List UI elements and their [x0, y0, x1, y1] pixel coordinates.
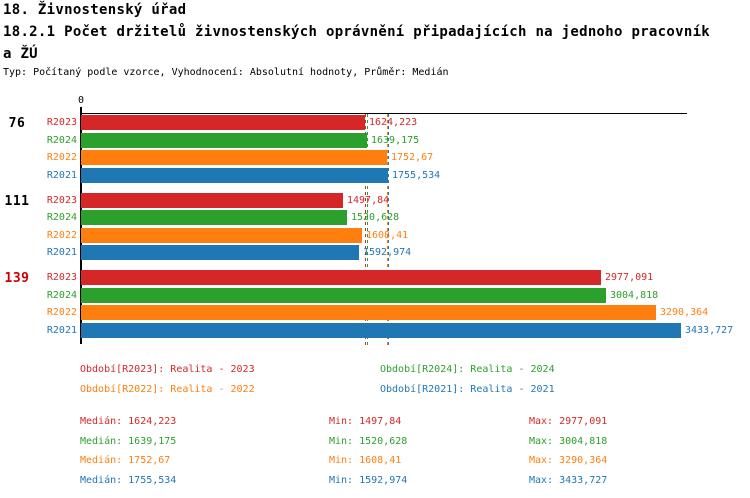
legend-item-r2021: Období[R2021]: Realita - 2021 — [380, 384, 555, 395]
bar-r2024 — [81, 287, 606, 303]
median-line-r2023 — [365, 114, 366, 348]
stat-median-r2023: Medián: 1624,223 — [80, 416, 177, 427]
bar-value-label: 1624,223 — [369, 117, 418, 128]
bar-value-label: 1520,628 — [351, 212, 400, 223]
bar-r2021 — [81, 245, 359, 260]
bar-value-label: 1608,41 — [366, 229, 409, 241]
bar-value-label: 1755,534 — [392, 169, 441, 181]
series-label-r2023: R2023 — [46, 272, 77, 283]
axis-zero-label: 0 — [77, 95, 85, 106]
bar-value-label: 2977,091 — [605, 272, 654, 283]
bar-value-label: 3004,818 — [610, 289, 659, 301]
bar-value-label: 1592,974 — [363, 247, 412, 258]
median-line-r2022 — [387, 114, 388, 348]
bar-r2023 — [81, 270, 601, 285]
stat-min-r2021: Min: 1592,974 — [329, 475, 408, 486]
report-title-wrap: a ŽÚ — [3, 46, 38, 62]
bar-value-label: 3290,364 — [660, 307, 709, 318]
stat-max-r2023: Max: 2977,091 — [529, 416, 608, 427]
series-label-r2022: R2022 — [46, 229, 77, 241]
bar-value-label: 3433,727 — [685, 324, 734, 336]
bar-r2022 — [81, 150, 387, 165]
series-label-r2024: R2024 — [46, 289, 77, 301]
x-axis-line — [80, 113, 687, 114]
bar-r2022 — [81, 305, 656, 320]
legend-item-r2023: Období[R2023]: Realita - 2023 — [80, 364, 255, 375]
bar-r2023 — [81, 192, 343, 208]
series-label-r2023: R2023 — [46, 194, 77, 206]
bar-r2023 — [81, 115, 365, 130]
bar-r2022 — [81, 227, 362, 243]
bar-value-label: 1639,175 — [371, 134, 420, 146]
series-label-r2023: R2023 — [46, 117, 77, 128]
bar-value-label: 1752,67 — [391, 152, 434, 163]
legend-item-r2022: Období[R2022]: Realita - 2022 — [80, 384, 255, 395]
series-label-r2024: R2024 — [46, 212, 77, 223]
report-section-title: 18. Živnostenský úřad — [3, 2, 187, 18]
bar-r2024 — [81, 210, 347, 225]
report-title: 18.2.1 Počet držitelů živnostenských opr… — [3, 24, 711, 40]
group-label-76: 76 — [8, 116, 26, 131]
bar-r2021 — [81, 322, 681, 338]
bar-chart-canvas: 0 76 R2023 1624,223 R2024 1639,175 R2022 1752,… — [4, 95, 734, 348]
series-label-r2022: R2022 — [46, 307, 77, 318]
stat-max-r2022: Max: 3290,364 — [529, 455, 608, 466]
bar-r2024 — [81, 132, 367, 148]
series-label-r2021: R2021 — [46, 247, 77, 258]
series-label-r2021: R2021 — [46, 324, 77, 336]
group-label-139: 139 — [4, 271, 30, 286]
median-line-r2024 — [367, 114, 368, 348]
bar-value-label: 1497,84 — [347, 194, 390, 206]
stat-median-r2021: Medián: 1755,534 — [80, 475, 177, 486]
series-label-r2021: R2021 — [46, 169, 77, 181]
stat-max-r2024: Max: 3004,818 — [529, 436, 608, 447]
y-axis-line — [80, 107, 82, 344]
stat-min-r2023: Min: 1497,84 — [329, 416, 402, 427]
series-label-r2024: R2024 — [46, 134, 77, 146]
stat-max-r2021: Max: 3433,727 — [529, 475, 608, 486]
median-line-r2021 — [388, 114, 389, 348]
stat-min-r2024: Min: 1520,628 — [329, 436, 408, 447]
series-label-r2022: R2022 — [46, 152, 77, 163]
report-meta: Typ: Počítaný podle vzorce, Vyhodnocení:… — [3, 67, 449, 78]
group-label-111: 111 — [4, 193, 30, 209]
legend-item-r2024: Období[R2024]: Realita - 2024 — [380, 364, 555, 375]
stat-median-r2024: Medián: 1639,175 — [80, 436, 177, 447]
stat-median-r2022: Medián: 1752,67 — [80, 455, 171, 466]
bar-r2021 — [81, 167, 388, 183]
stat-min-r2022: Min: 1608,41 — [329, 455, 402, 466]
